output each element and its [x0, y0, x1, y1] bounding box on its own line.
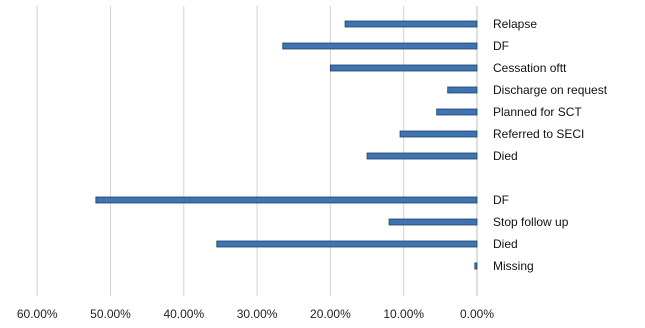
category-label: DF: [493, 39, 509, 53]
bar: [329, 64, 478, 72]
x-tick-label: 40.00%: [163, 307, 204, 321]
gridlines: [36, 6, 478, 296]
bar: [399, 130, 478, 138]
category-label: Stop follow up: [493, 215, 569, 229]
x-tick-label: 30.00%: [237, 307, 278, 321]
bar: [388, 218, 478, 226]
bar: [366, 152, 478, 160]
bar: [95, 196, 478, 204]
x-axis-tick-labels: 60.00% 50.00% 40.00% 30.00% 20.00% 10.00% 0.00…: [17, 307, 494, 321]
bar: [282, 42, 478, 50]
x-tick-label: 60.00%: [17, 307, 58, 321]
category-label: Cessation oftt: [493, 61, 567, 75]
bar: [474, 262, 478, 270]
bar: [216, 240, 478, 248]
category-label: Relapse: [493, 17, 537, 31]
x-tick-label: 0.00%: [460, 307, 494, 321]
category-labels: Relapse DF Cessation oftt Discharge on requ…: [493, 17, 608, 273]
x-tick-label: 20.00%: [310, 307, 351, 321]
category-label: Died: [493, 149, 518, 163]
bar: [436, 108, 478, 116]
bar: [344, 20, 478, 28]
category-label: DF: [493, 193, 509, 207]
category-label: Died: [493, 237, 518, 251]
category-label: Missing: [493, 259, 534, 273]
category-label: Referred to SECI: [493, 127, 584, 141]
x-tick-label: 10.00%: [383, 307, 424, 321]
bars: [95, 20, 478, 270]
bar: [447, 86, 478, 94]
x-tick-label: 50.00%: [90, 307, 131, 321]
category-label: Planned for SCT: [493, 105, 582, 119]
category-label: Discharge on request: [493, 83, 608, 97]
